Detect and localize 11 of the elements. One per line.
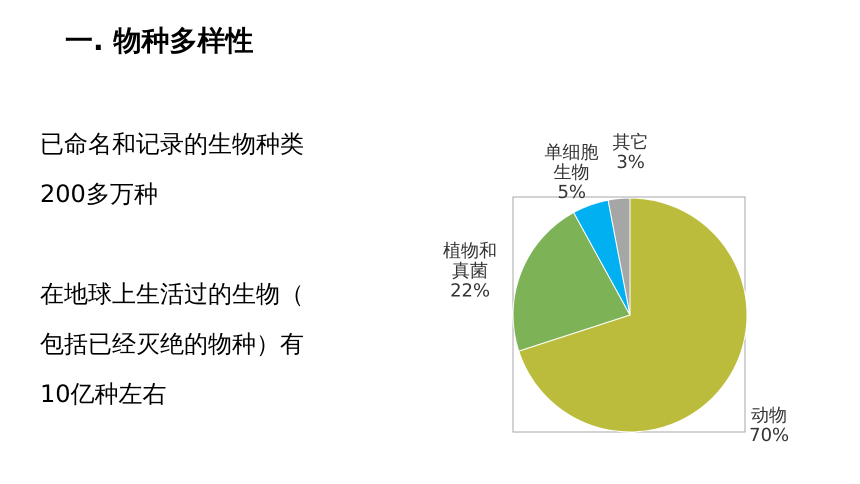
data-label: 5% (557, 182, 586, 204)
text: 在地球上生活过的生物（包括已经灭绝的物种）有10亿种左右 (40, 280, 304, 408)
text: 已命名和记录的生物种类200多万种 (40, 130, 304, 208)
slice-label: 其它 (612, 132, 649, 153)
slice-label: 植物和真菌 (443, 240, 498, 282)
slice-label: 动物 (751, 405, 788, 426)
data-label: 70% (749, 425, 790, 446)
data-label: 3% (616, 152, 645, 173)
data-label: 22% (450, 280, 490, 302)
slice-label: 单细胞生物 (544, 142, 599, 184)
text: 一. 物种多样性 (65, 24, 254, 57)
